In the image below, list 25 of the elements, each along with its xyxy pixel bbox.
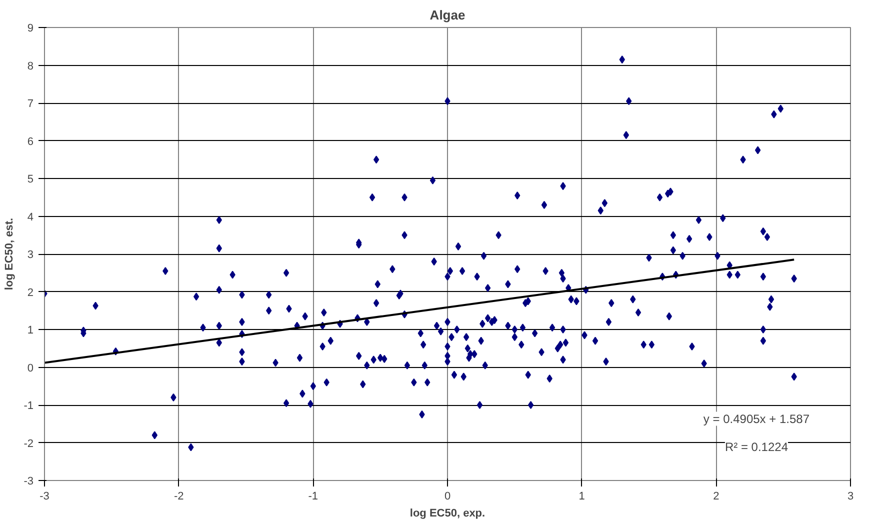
x-tick-label: 1 <box>578 490 585 502</box>
x-tick-label: -2 <box>174 490 184 502</box>
y-tick-label: -3 <box>24 476 34 488</box>
y-tick-label: -1 <box>24 400 34 412</box>
y-tick-label: 7 <box>27 98 34 110</box>
y-tick-label: 6 <box>27 136 34 148</box>
annotation: y = 0.4905x + 1.587 <box>703 412 810 426</box>
y-tick-label: 0 <box>27 362 34 374</box>
y-tick-label: 2 <box>27 286 34 299</box>
y-axis-title: log EC50, est. <box>4 218 16 290</box>
y-tick-label: 3 <box>27 249 34 261</box>
x-tick-label: 3 <box>847 490 854 502</box>
x-axis-title: log EC50, exp. <box>410 508 486 520</box>
y-tick-label: 4 <box>27 211 34 224</box>
y-tick-label: 1 <box>27 324 34 336</box>
y-tick-label: 8 <box>27 60 34 72</box>
y-tick-label: 9 <box>27 22 34 34</box>
x-tick-label: -3 <box>40 490 50 502</box>
chart-title: Algae <box>430 8 466 22</box>
y-tick-label: -2 <box>24 438 34 450</box>
x-tick-label: 2 <box>713 490 720 502</box>
x-tick-label: -1 <box>308 490 318 502</box>
annotation: R² = 0.1224 <box>724 440 788 454</box>
x-tick-label: 0 <box>444 490 451 502</box>
y-tick-label: 5 <box>27 174 34 186</box>
